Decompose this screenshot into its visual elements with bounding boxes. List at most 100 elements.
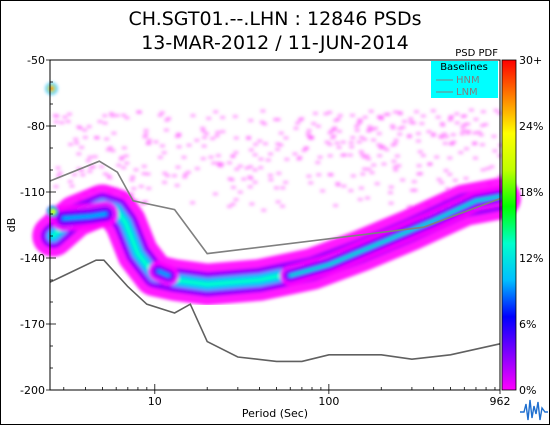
pdf-cell	[62, 115, 68, 119]
pdf-cell	[176, 133, 182, 137]
pdf-cell	[460, 129, 466, 133]
pdf-cell	[212, 192, 218, 196]
colorbar-label: 12%	[519, 252, 543, 265]
pdf-cell	[141, 172, 147, 176]
pdf-cell	[463, 147, 469, 151]
pdf-cell	[462, 123, 468, 127]
pdf-cell	[143, 128, 149, 132]
series-line-lnm	[49, 259, 501, 363]
pdf-cell	[69, 184, 75, 188]
colorbar	[501, 59, 517, 391]
pdf-cell	[226, 161, 232, 165]
pdf-cell	[258, 166, 264, 170]
pdf-cell	[276, 171, 282, 175]
pdf-cell	[260, 109, 266, 113]
pdf-cell	[454, 112, 460, 116]
pdf-cell	[415, 139, 421, 143]
x-tick-label: 962	[490, 395, 511, 408]
pdf-cell	[246, 136, 252, 140]
colorbar-label: 0%	[519, 384, 536, 397]
pdf-cell	[130, 175, 136, 179]
pdf-cell	[110, 149, 116, 153]
pdf-cell	[364, 154, 370, 158]
chart-title-line2: 13-MAR-2012 / 11-JUN-2014	[141, 32, 409, 54]
pdf-cell	[79, 168, 85, 172]
pdf-cell	[438, 134, 444, 138]
pdf-cell	[244, 166, 250, 170]
pdf-cell	[388, 185, 394, 189]
pdf-cell	[141, 164, 147, 168]
colorbar-label: 30+	[519, 54, 542, 67]
pdf-cell	[230, 202, 236, 206]
pdf-cell	[216, 161, 222, 165]
pdf-cell	[237, 164, 243, 168]
pdf-cell	[362, 167, 368, 171]
pdf-cell	[383, 112, 389, 116]
pdf-cell	[278, 143, 284, 147]
pdf-cell	[357, 118, 363, 122]
pdf-cell	[190, 114, 196, 118]
pdf-cell	[324, 140, 330, 144]
pdf-cell	[315, 124, 321, 128]
pdf-cell	[292, 152, 298, 156]
pdf-cell	[480, 168, 486, 172]
pdf-cell	[109, 114, 115, 118]
pdf-cell	[146, 186, 152, 190]
pdf-cell	[358, 150, 364, 154]
pdf-cell	[396, 164, 402, 168]
pdf-cell	[311, 122, 317, 126]
pdf-cell	[349, 145, 355, 149]
pdf-cell	[347, 153, 353, 157]
pdf-cell	[248, 148, 254, 152]
pdf-cell	[366, 167, 372, 171]
pdf-cell	[275, 142, 281, 146]
pdf-cell	[308, 181, 314, 185]
pdf-cell	[165, 174, 171, 178]
pdf-cell	[210, 137, 216, 141]
pdf-cell	[454, 121, 460, 125]
pdf-spot	[50, 209, 55, 214]
pdf-cell	[391, 159, 397, 163]
pdf-cell	[275, 118, 281, 122]
pdf-cell	[258, 157, 264, 161]
pdf-cell	[121, 166, 127, 170]
pdf-cell	[87, 155, 93, 159]
pdf-cell	[301, 149, 307, 153]
pdf-cell	[472, 131, 478, 135]
pdf-cell	[66, 112, 72, 116]
pdf-cell	[439, 122, 445, 126]
pdf-cell	[143, 132, 149, 136]
pdf-cell	[215, 130, 221, 134]
y-tick-label: -80	[27, 120, 45, 133]
pdf-cell	[241, 177, 247, 181]
pdf-cell	[374, 182, 380, 186]
pdf-cell	[157, 113, 163, 117]
pdf-cell	[333, 119, 339, 123]
pdf-cell	[77, 126, 83, 130]
pdf-cell	[131, 187, 137, 191]
pdf-cell	[119, 155, 125, 159]
y-axis: -50 -80 -110 -140 -170 -200	[20, 54, 56, 397]
pdf-cell	[105, 148, 111, 152]
pdf-cell	[371, 163, 377, 167]
pdf-cell	[114, 114, 120, 118]
pdf-cell	[330, 136, 336, 140]
pdf-cell	[434, 155, 440, 159]
pdf-cell	[406, 205, 412, 209]
pdf-cell	[57, 171, 63, 175]
pdf-cell	[472, 141, 478, 145]
baseline-lines	[49, 160, 501, 363]
pdf-cell	[465, 129, 471, 133]
pdf-cell	[451, 140, 457, 144]
pdf-cell	[303, 146, 309, 150]
pdf-cell	[283, 136, 289, 140]
pdf-cell	[409, 188, 415, 192]
pdf-cell	[305, 132, 311, 136]
pdf-cell	[76, 152, 82, 156]
pdf-cell	[86, 125, 92, 129]
pdf-cell	[233, 136, 239, 140]
pdf-cell	[181, 155, 187, 159]
pdf-cell	[297, 155, 303, 159]
pdf-cell	[357, 197, 363, 201]
pdf-cell	[369, 127, 375, 131]
